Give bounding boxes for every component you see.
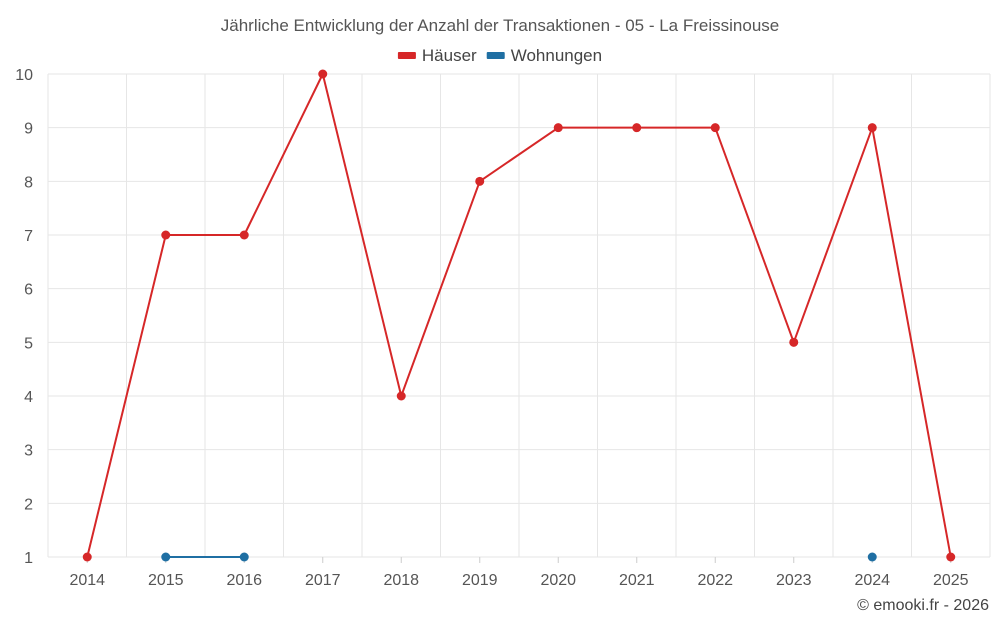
legend-label: Häuser [422, 46, 477, 65]
data-point[interactable] [789, 337, 799, 347]
x-tick-label: 2024 [854, 572, 890, 589]
legend-item-0[interactable]: Häuser [397, 46, 477, 65]
data-point[interactable] [239, 552, 249, 562]
data-point[interactable] [710, 123, 720, 133]
data-point[interactable] [82, 552, 92, 562]
data-point[interactable] [946, 552, 956, 562]
data-point[interactable] [867, 552, 877, 562]
y-axis: 1 2 3 4 5 6 7 8 9 10 [15, 67, 33, 567]
y-tick-label: 3 [24, 443, 33, 460]
x-tick-label: 2025 [933, 572, 969, 589]
x-tick-label: 2019 [462, 572, 498, 589]
y-tick-label: 2 [24, 496, 33, 513]
series-0 [82, 69, 956, 562]
y-tick-label: 1 [24, 550, 33, 567]
data-point[interactable] [632, 123, 642, 133]
x-tick-label: 2023 [776, 572, 812, 589]
x-tick-label: 2020 [540, 572, 576, 589]
y-tick-label: 9 [24, 121, 33, 138]
x-tick-label: 2017 [305, 572, 341, 589]
x-tick-label: 2016 [226, 572, 262, 589]
x-tick-label: 2014 [69, 572, 105, 589]
y-tick-label: 10 [15, 67, 33, 84]
y-tick-label: 6 [24, 282, 33, 299]
y-tick-label: 8 [24, 174, 33, 191]
data-point[interactable] [239, 230, 249, 240]
series-1 [161, 552, 877, 562]
x-tick-label: 2015 [148, 572, 184, 589]
legend: Häuser Wohnungen [397, 46, 602, 65]
series-line-0-0 [86, 73, 952, 558]
x-tick-label: 2021 [619, 572, 655, 589]
chart-title: Jährliche Entwicklung der Anzahl der Tra… [221, 16, 779, 35]
y-tick-label: 5 [24, 335, 33, 352]
x-tick-label: 2022 [697, 572, 733, 589]
data-point[interactable] [161, 230, 171, 240]
data-point[interactable] [396, 391, 406, 401]
y-tick-label: 7 [24, 228, 33, 245]
data-point[interactable] [318, 69, 328, 79]
series-layer [82, 69, 956, 562]
legend-item-1[interactable]: Wohnungen [486, 46, 602, 65]
legend-swatch [486, 52, 505, 59]
data-point[interactable] [161, 552, 171, 562]
y-tick-label: 4 [24, 389, 33, 406]
data-point[interactable] [553, 123, 563, 133]
credit-text: © emooki.fr - 2026 [857, 597, 989, 614]
legend-label: Wohnungen [511, 46, 602, 65]
legend-swatch [397, 52, 416, 59]
data-point[interactable] [475, 176, 485, 186]
x-axis: 2014 2015 2016 2017 2018 2019 2020 2021 2022 2023… [69, 557, 969, 589]
x-tick-label: 2018 [383, 572, 419, 589]
grid-lines [47, 73, 991, 558]
data-point[interactable] [867, 123, 877, 133]
